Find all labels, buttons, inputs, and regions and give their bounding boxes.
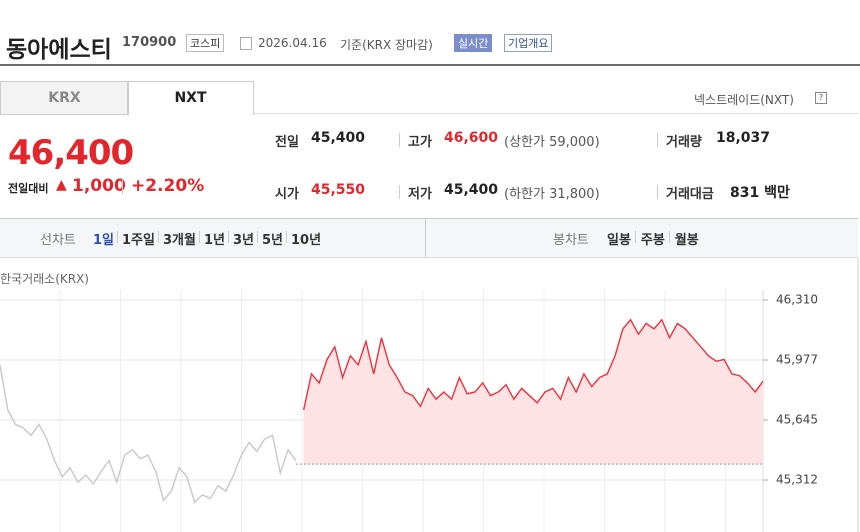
separator: [157, 231, 159, 243]
separator: [227, 231, 229, 243]
period[interactable]: 3년: [232, 233, 254, 248]
stat-extra: (상한가 59,000): [504, 135, 600, 150]
separator: [286, 231, 287, 243]
price-line: [0, 364, 297, 504]
current-price: 46,400: [8, 133, 134, 173]
basis: 기준(KRX 장마감): [340, 38, 433, 52]
stock-code: 170900: [122, 35, 177, 50]
stat-value: 46,600: [444, 130, 499, 146]
stat-value: 18,037: [716, 130, 771, 146]
period[interactable]: 1일: [93, 233, 115, 248]
tab[interactable]: KRX: [0, 81, 129, 115]
separator: [256, 231, 258, 243]
chart-source: 한국거래소(KRX): [0, 272, 89, 286]
period[interactable]: 주봉: [640, 233, 665, 248]
y-tick-label: 45,312: [776, 473, 818, 487]
change: 1,000: [72, 176, 126, 196]
area: [303, 319, 763, 465]
date: 2026.04.16: [258, 36, 327, 50]
stat-label: 거래량: [666, 135, 702, 150]
up-arrow: ▲: [56, 177, 67, 193]
market: 코스피: [186, 34, 225, 52]
divider: [0, 64, 860, 66]
tab-active[interactable]: NXT: [127, 81, 254, 115]
stat-label: 전일: [275, 135, 299, 150]
period-label: 봉차트: [553, 233, 589, 248]
y-tick-label: 46,310: [776, 292, 818, 306]
stat-value: 45,400: [444, 182, 499, 198]
period[interactable]: 10년: [291, 233, 322, 248]
separator: [117, 231, 119, 243]
period[interactable]: 일봉: [607, 233, 631, 248]
stat-label: 고가: [408, 135, 432, 150]
change-rate: +2.20%: [131, 176, 205, 196]
company-button[interactable]: 기업개요: [504, 34, 553, 52]
stock-name: 동아에스티: [6, 37, 112, 63]
period[interactable]: 5년: [261, 233, 283, 248]
period-bar: [0, 218, 858, 258]
stat-value: 45,400: [311, 130, 366, 146]
separator: [122, 178, 123, 194]
realtime-badge[interactable]: 실시간: [454, 34, 493, 52]
separator: [657, 133, 658, 147]
stat-value: 45,550: [311, 182, 366, 198]
calendar-icon: [240, 37, 252, 50]
stat-label: 저가: [408, 187, 432, 202]
separator: [657, 185, 658, 199]
y-tick-label: 45,977: [776, 353, 818, 367]
y-tick-label: 45,645: [776, 412, 818, 426]
tab-line: [252, 113, 858, 114]
period[interactable]: 1년: [203, 233, 225, 248]
period[interactable]: 월봉: [674, 233, 699, 248]
stat-extra: (하한가 31,800): [504, 187, 600, 202]
separator: [399, 185, 400, 199]
change-label: 전일대비: [8, 182, 49, 195]
period[interactable]: 1주일: [122, 233, 155, 248]
separator: [425, 219, 426, 257]
stat-label: 거래대금: [666, 187, 714, 202]
separator: [198, 231, 200, 243]
stat-value: 831 백만: [730, 185, 790, 201]
price-line: [302, 318, 764, 411]
stat-label: 시가: [275, 187, 299, 202]
chart: 46,310 45,977 45,645 45,312: [0, 258, 859, 532]
separator: [634, 231, 636, 243]
help-icon[interactable]: ?: [815, 92, 827, 104]
period[interactable]: 3개월: [162, 233, 196, 248]
nxt-link[interactable]: 넥스트레이드(NXT): [694, 93, 794, 107]
separator: [399, 133, 400, 147]
period-label: 선차트: [40, 233, 76, 248]
separator: [668, 231, 670, 243]
